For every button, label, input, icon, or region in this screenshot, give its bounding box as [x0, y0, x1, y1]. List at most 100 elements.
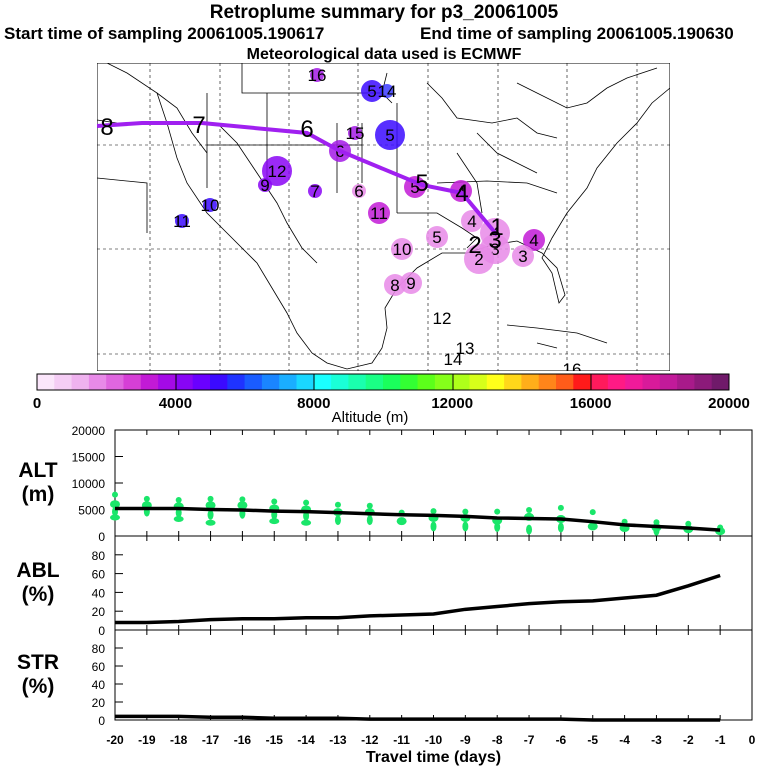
colorbar-cell — [296, 374, 315, 390]
plume-cluster-label: 10 — [393, 240, 412, 259]
colorbar-cell — [210, 374, 228, 390]
x-tick-label: -15 — [266, 733, 284, 747]
y-tick-label: 20000 — [72, 425, 106, 438]
colorbar-cell — [452, 374, 470, 390]
altitude-scatter-point — [301, 519, 312, 526]
y-tick-label: 0 — [98, 530, 105, 544]
y-tick-label: 40 — [92, 586, 106, 600]
colorbar-cell — [348, 374, 367, 390]
plume-cluster-marker — [258, 178, 272, 192]
altitude-scatter-point — [112, 491, 118, 498]
plume-cluster-label: 4 — [467, 212, 476, 231]
plume-cluster-marker — [461, 210, 483, 232]
altitude-scatter-point — [557, 522, 564, 533]
altitude-scatter-point — [205, 501, 216, 510]
altitude-scatter-point — [271, 498, 278, 505]
colorbar-cell — [659, 374, 678, 390]
plume-cluster-label: 8 — [390, 276, 399, 295]
track-day-label: 1 — [490, 214, 503, 241]
plume-cluster-marker — [375, 120, 405, 150]
plume-cluster-label: 12 — [433, 309, 452, 328]
colorbar-cell — [573, 374, 592, 390]
altitude-scatter-point — [494, 508, 501, 515]
colorbar-cell — [694, 374, 713, 390]
x-tick-label: -1 — [715, 733, 726, 747]
panel-frame — [114, 629, 753, 721]
colorbar-cell — [434, 374, 453, 390]
colorbar-cell — [538, 374, 557, 390]
panel-ylabel: STR — [17, 651, 59, 674]
plume-cluster-label: 7 — [310, 182, 319, 201]
colorbar-cell — [313, 374, 332, 390]
plume-cluster-label: 11 — [173, 212, 191, 231]
altitude-scatter-point — [589, 509, 596, 516]
colorbar-cell — [486, 374, 505, 390]
colorbar-cell — [521, 374, 540, 390]
altitude-scatter-point — [205, 519, 216, 526]
plume-cluster-marker — [523, 229, 545, 251]
x-tick-label: -13 — [329, 733, 347, 747]
x-tick-label: -3 — [651, 733, 662, 747]
colorbar-tick-label: 20000 — [708, 395, 750, 412]
plume-cluster-marker — [391, 238, 413, 260]
colorbar-cell — [88, 374, 107, 390]
altitude-scatter-point — [207, 495, 214, 502]
y-tick-label: 20 — [92, 696, 106, 710]
altitude-scatter-point — [526, 524, 533, 535]
y-tick-label: 0 — [98, 714, 105, 728]
colorbar-cell — [504, 374, 522, 390]
x-tick-label: -12 — [361, 733, 379, 747]
plume-cluster-label: 2 — [474, 250, 483, 269]
panel-ylabel: (%) — [22, 583, 55, 606]
x-axis-label: Travel time (days) — [366, 749, 501, 766]
x-tick-label: -19 — [138, 733, 156, 747]
plume-cluster-marker — [464, 244, 494, 274]
track-day-label: 3 — [488, 227, 501, 254]
colorbar-cell — [625, 374, 643, 390]
colorbar-cell — [365, 374, 384, 390]
colorbar-cell — [123, 374, 142, 390]
plume-cluster-label: 6 — [354, 182, 363, 201]
y-tick-label: 60 — [92, 660, 106, 674]
altitude-scatter-point — [207, 509, 214, 520]
colorbar-cell — [556, 374, 574, 390]
colorbar-cell — [261, 374, 280, 390]
colorbar-cell — [192, 374, 211, 390]
plume-cluster-label: 5 — [410, 178, 419, 197]
plume-cluster-label: 13 — [456, 339, 475, 358]
plume-cluster-label: 14 — [378, 82, 397, 101]
altitude-scatter-point — [430, 521, 437, 532]
plume-cluster-marker — [400, 272, 422, 294]
panel-ylabel: (%) — [22, 675, 55, 698]
track-line — [97, 121, 499, 237]
altitude-scatter-point — [175, 496, 182, 503]
altitude-scatter-point — [526, 507, 533, 514]
x-tick-label: -2 — [683, 733, 694, 747]
colorbar-tick-label: 16000 — [570, 395, 612, 412]
altitude-scatter-point — [143, 495, 150, 502]
colorbar-cell — [37, 374, 55, 390]
colorbar-cell — [140, 374, 159, 390]
colorbar-tick-label: 4000 — [159, 395, 192, 412]
plume-cluster-label: 5 — [385, 126, 394, 145]
altitude-scatter-point — [462, 508, 469, 515]
plume-cluster-label: 10 — [201, 196, 220, 215]
plume-cluster-label: 12 — [268, 162, 287, 181]
x-tick-label: -20 — [106, 733, 124, 747]
panel-ylabel: ABL — [16, 559, 59, 582]
altitude-scatter-point — [494, 521, 501, 532]
plume-cluster-label: 5 — [367, 82, 376, 101]
altitude-scatter-point — [430, 508, 437, 515]
x-tick-label: -6 — [556, 733, 567, 747]
end-time-label: End time of sampling 20061005.190630 — [420, 24, 734, 43]
x-tick-label: -16 — [234, 733, 252, 747]
colorbar-tick-label: 0 — [33, 395, 41, 412]
y-tick-label: 20 — [92, 605, 106, 619]
colorbar-cell — [417, 374, 436, 390]
plume-cluster-marker — [203, 198, 217, 212]
start-time-label: Start time of sampling 20061005.190617 — [4, 24, 325, 43]
plume-cluster-marker — [308, 184, 322, 198]
altitude-scatter-point — [334, 501, 341, 508]
colorbar-cell — [227, 374, 246, 390]
